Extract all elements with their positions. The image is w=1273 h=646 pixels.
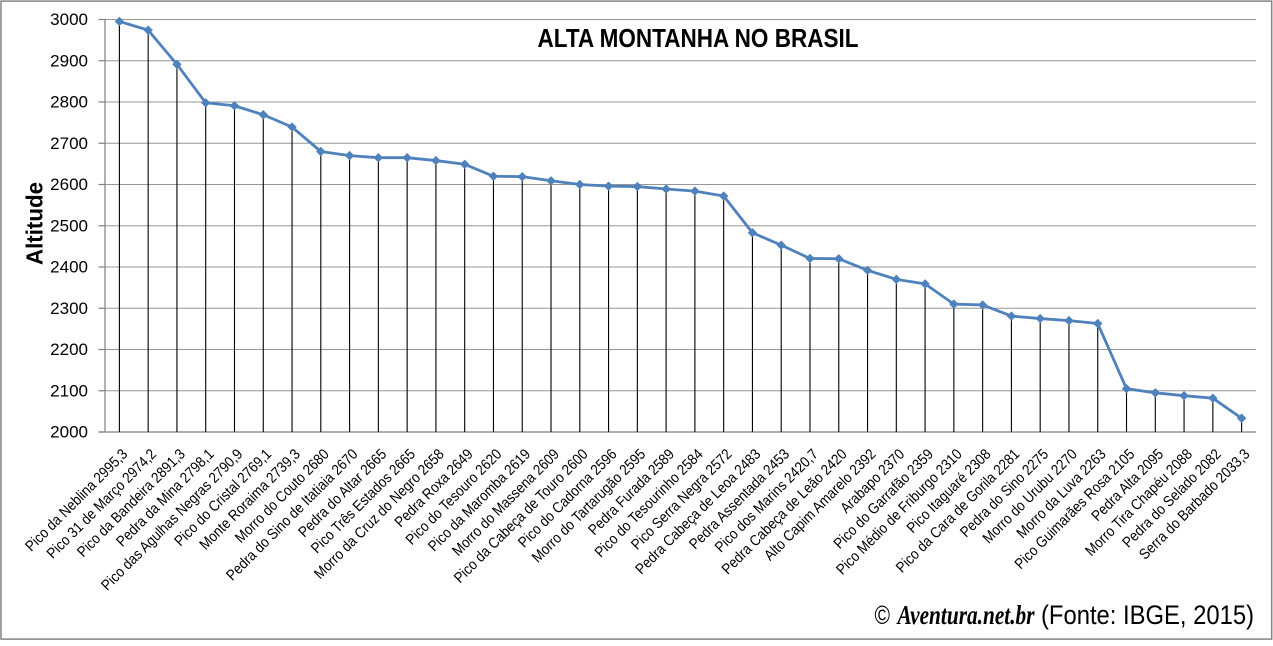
- svg-text:(Fonte: IBGE, 2015): (Fonte: IBGE, 2015): [1041, 600, 1254, 630]
- svg-text:2000: 2000: [50, 423, 88, 442]
- svg-text:2300: 2300: [50, 299, 88, 318]
- svg-text:2800: 2800: [50, 93, 88, 112]
- svg-text:©: ©: [875, 600, 891, 630]
- svg-text:2400: 2400: [50, 258, 88, 277]
- svg-text:2500: 2500: [50, 216, 88, 235]
- svg-text:2600: 2600: [50, 175, 88, 194]
- svg-text:2900: 2900: [50, 51, 88, 70]
- svg-text:2700: 2700: [50, 134, 88, 153]
- svg-text:2200: 2200: [50, 340, 88, 359]
- svg-text:Aventura.net.br: Aventura.net.br: [896, 600, 1035, 630]
- svg-text:3000: 3000: [50, 10, 88, 29]
- svg-text:ALTA MONTANHA NO BRASIL: ALTA MONTANHA NO BRASIL: [538, 23, 859, 53]
- svg-text:Altitude: Altitude: [21, 182, 47, 265]
- svg-text:2100: 2100: [50, 381, 88, 400]
